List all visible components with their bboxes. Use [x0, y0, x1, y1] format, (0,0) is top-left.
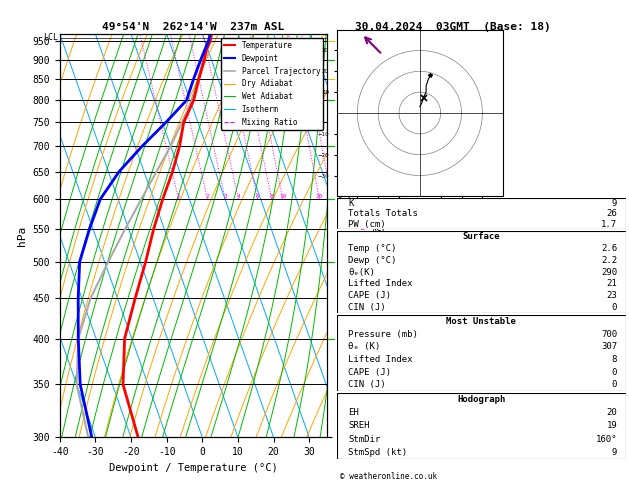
Y-axis label: km
ASL: km ASL	[371, 216, 387, 236]
Text: Dewp (°C): Dewp (°C)	[348, 256, 396, 265]
Text: StmDir: StmDir	[348, 435, 381, 444]
Text: 2.6: 2.6	[601, 244, 617, 253]
Text: θₑ(K): θₑ(K)	[348, 268, 375, 277]
Text: 8: 8	[612, 355, 617, 364]
Text: 2: 2	[206, 194, 209, 199]
Text: PW (cm): PW (cm)	[348, 220, 386, 228]
Text: Totals Totals: Totals Totals	[348, 209, 418, 218]
Text: 4: 4	[237, 194, 240, 199]
Text: 290: 290	[601, 268, 617, 277]
Text: θₑ (K): θₑ (K)	[348, 342, 381, 351]
Text: © weatheronline.co.uk: © weatheronline.co.uk	[340, 472, 437, 481]
Text: 8: 8	[270, 194, 274, 199]
Legend: Temperature, Dewpoint, Parcel Trajectory, Dry Adiabat, Wet Adiabat, Isotherm, Mi: Temperature, Dewpoint, Parcel Trajectory…	[221, 38, 323, 130]
Text: Mixing Ratio (g/kg): Mixing Ratio (g/kg)	[359, 220, 368, 308]
X-axis label: kt: kt	[415, 210, 425, 219]
Text: CAPE (J): CAPE (J)	[348, 291, 391, 300]
Text: 23: 23	[606, 291, 617, 300]
Text: 10: 10	[279, 194, 287, 199]
Text: 1: 1	[177, 194, 181, 199]
Text: CIN (J): CIN (J)	[348, 381, 386, 389]
Text: EH: EH	[348, 408, 359, 417]
X-axis label: Dewpoint / Temperature (°C): Dewpoint / Temperature (°C)	[109, 463, 278, 473]
Title: 49°54'N  262°14'W  237m ASL: 49°54'N 262°14'W 237m ASL	[103, 22, 284, 32]
Text: CAPE (J): CAPE (J)	[348, 367, 391, 377]
Text: 307: 307	[601, 342, 617, 351]
Text: 30.04.2024  03GMT  (Base: 18): 30.04.2024 03GMT (Base: 18)	[355, 22, 551, 32]
Y-axis label: hPa: hPa	[17, 226, 27, 246]
Text: LCL: LCL	[43, 33, 58, 42]
Text: 9: 9	[612, 448, 617, 457]
Text: 6: 6	[255, 194, 259, 199]
Text: 2.2: 2.2	[601, 256, 617, 265]
Text: StmSpd (kt): StmSpd (kt)	[348, 448, 407, 457]
Text: 700: 700	[601, 330, 617, 339]
Text: 26: 26	[606, 209, 617, 218]
Text: Lifted Index: Lifted Index	[348, 279, 413, 289]
Text: Lifted Index: Lifted Index	[348, 355, 413, 364]
Text: 9: 9	[612, 199, 617, 208]
Text: Pressure (mb): Pressure (mb)	[348, 330, 418, 339]
Text: Hodograph: Hodograph	[457, 395, 505, 404]
Text: 3: 3	[223, 194, 227, 199]
Text: 20: 20	[316, 194, 323, 199]
Text: 0: 0	[612, 381, 617, 389]
Text: 19: 19	[606, 421, 617, 431]
Text: CIN (J): CIN (J)	[348, 303, 386, 312]
Text: 20: 20	[606, 408, 617, 417]
Text: 21: 21	[606, 279, 617, 289]
Text: Temp (°C): Temp (°C)	[348, 244, 396, 253]
Text: 1.7: 1.7	[601, 220, 617, 228]
Text: 0: 0	[612, 367, 617, 377]
Text: SREH: SREH	[348, 421, 370, 431]
Text: Most Unstable: Most Unstable	[446, 317, 516, 326]
Text: Surface: Surface	[462, 232, 500, 241]
Text: 160°: 160°	[596, 435, 617, 444]
Text: 0: 0	[612, 303, 617, 312]
Text: K: K	[348, 199, 353, 208]
